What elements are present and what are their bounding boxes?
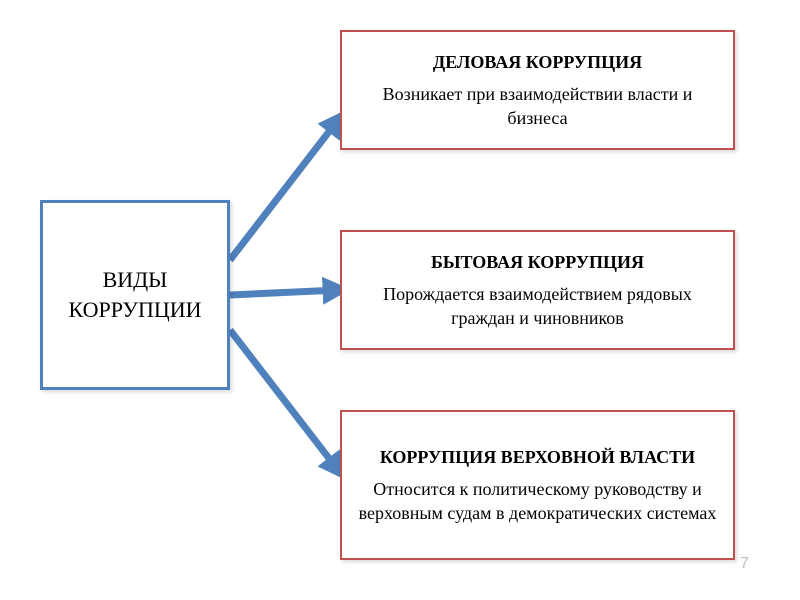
target-desc-1: Порождается взаимодействием рядовых граж… (354, 282, 721, 331)
arrow-1 (230, 290, 338, 295)
target-box-0: ДЕЛОВАЯ КОРРУПЦИЯ Возникает при взаимодей… (340, 30, 735, 150)
target-desc-2: Относится к политическому руководству и … (354, 477, 721, 526)
page-number: 7 (740, 555, 749, 573)
arrow-0 (230, 120, 338, 260)
source-title: ВИДЫ КОРРУПЦИИ (43, 265, 227, 324)
target-title-2: КОРРУПЦИЯ ВЕРХОВНОЙ ВЛАСТИ (380, 445, 695, 469)
arrow-2 (230, 330, 338, 470)
target-box-2: КОРРУПЦИЯ ВЕРХОВНОЙ ВЛАСТИ Относится к по… (340, 410, 735, 560)
source-box: ВИДЫ КОРРУПЦИИ (40, 200, 230, 390)
target-desc-0: Возникает при взаимодействии власти и би… (354, 82, 721, 131)
target-title-1: БЫТОВАЯ КОРРУПЦИЯ (431, 250, 644, 274)
target-box-1: БЫТОВАЯ КОРРУПЦИЯ Порождается взаимодейст… (340, 230, 735, 350)
target-title-0: ДЕЛОВАЯ КОРРУПЦИЯ (433, 50, 642, 74)
